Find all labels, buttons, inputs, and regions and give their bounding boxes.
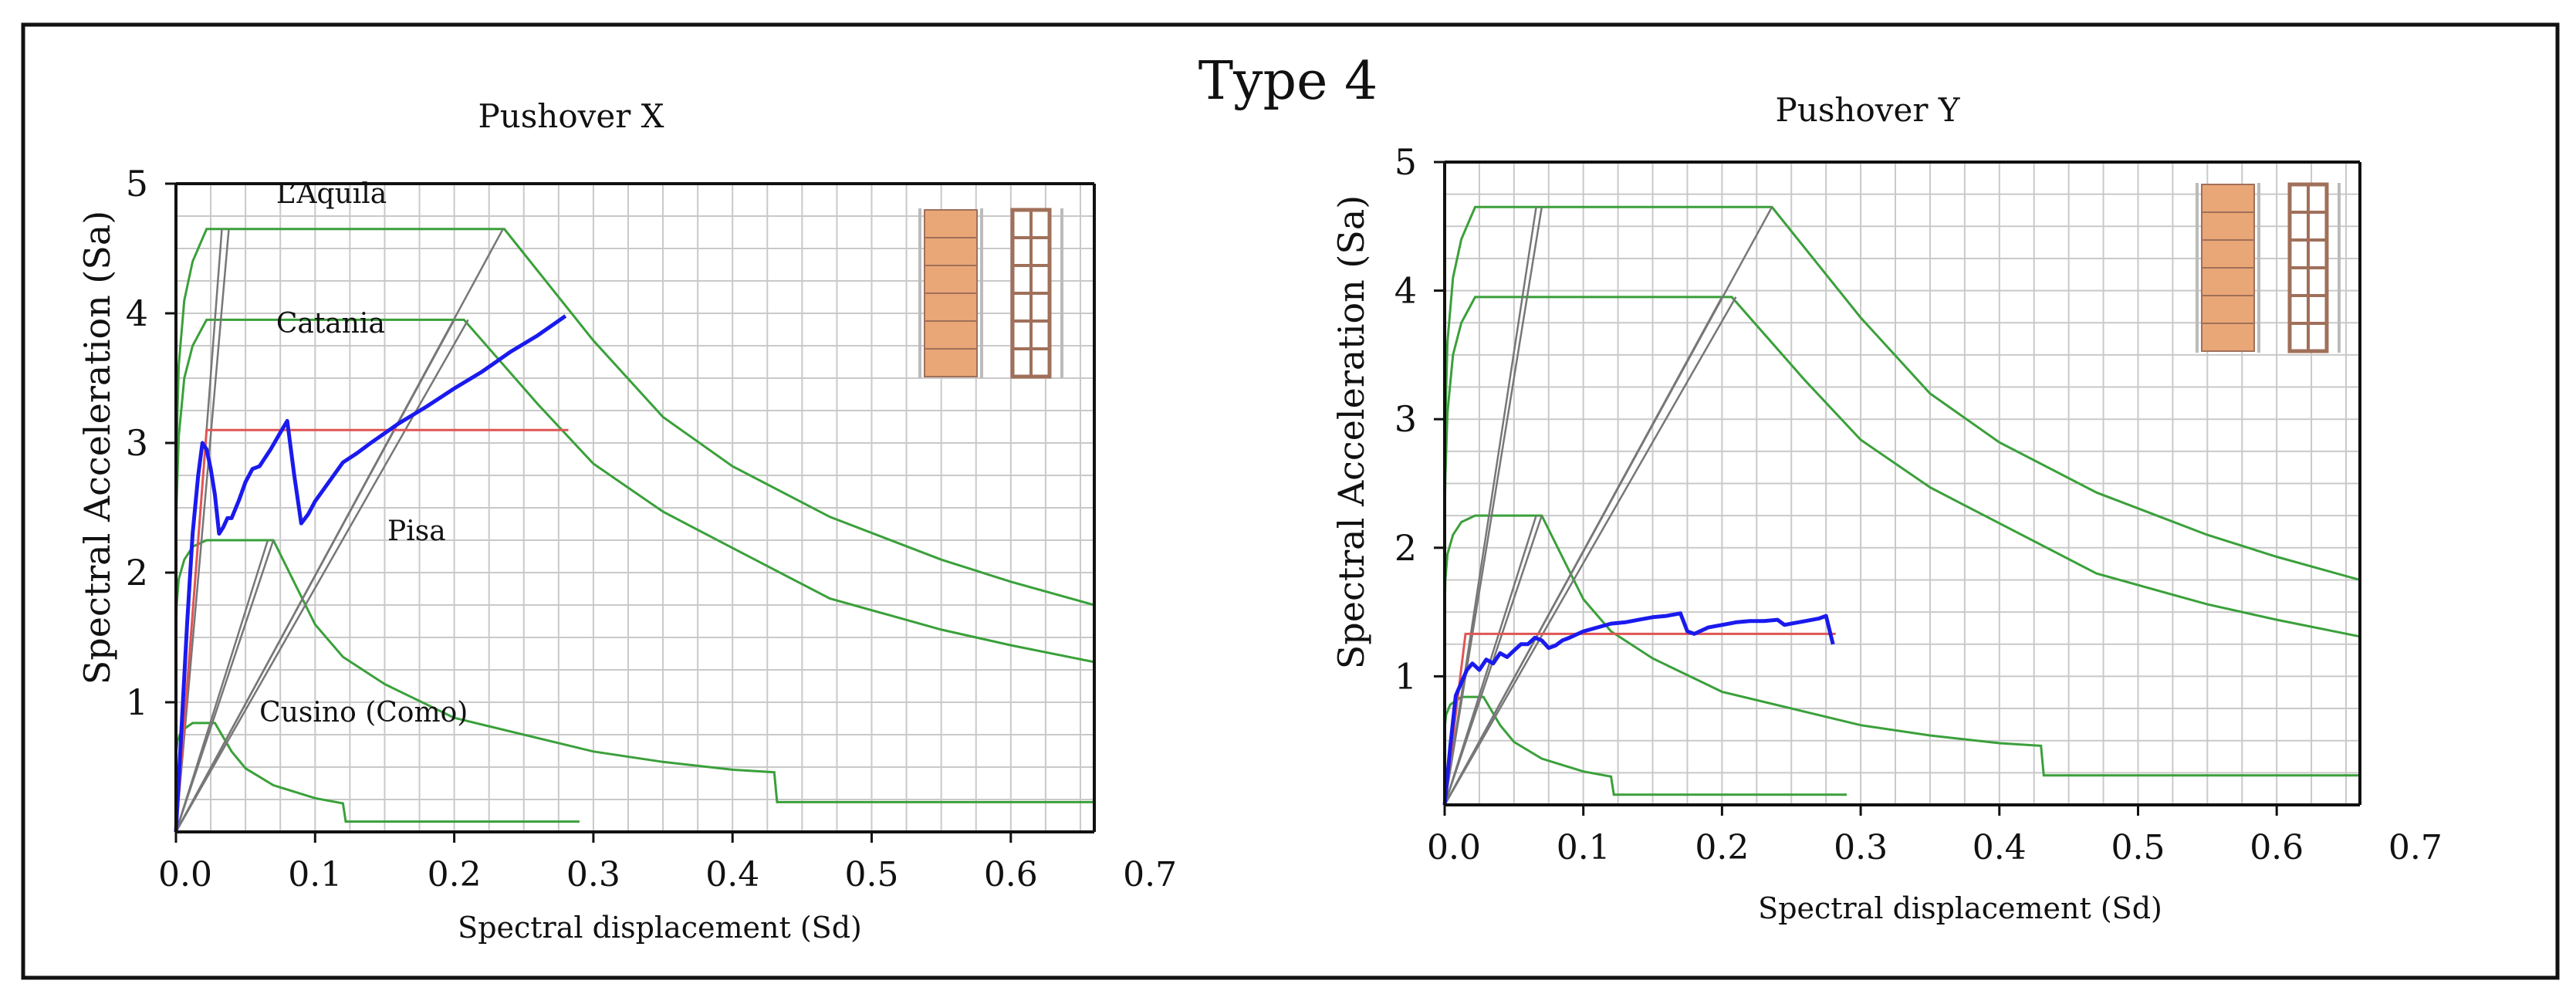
- masonry-wall-icon: [918, 208, 1063, 379]
- annotation-label: Pisa: [387, 516, 446, 547]
- demand-line: [174, 319, 469, 833]
- series-layer: [174, 228, 1095, 833]
- x-tick-label: 0.3: [566, 855, 620, 894]
- annotations: L’Aquila Catania Pisa Cusino (Como): [259, 178, 468, 728]
- x-tick-label: 0.0: [158, 855, 212, 894]
- figure-frame: [21, 22, 2560, 980]
- y-tick-label: 2: [126, 552, 148, 593]
- x-tick-label: 0.4: [1973, 828, 2027, 867]
- x-axis-label: Spectral displacement (Sd): [1758, 891, 2162, 925]
- series-layer: [1442, 205, 2361, 806]
- x-axis-label: Spectral displacement (Sd): [458, 911, 862, 945]
- y-tick-label: 4: [1394, 270, 1417, 312]
- tick-labels: 0.0 0.1 0.2 0.3 0.4 0.5 0.6 0.7 1 2 3 4 5: [126, 163, 1177, 894]
- demand-line: [1443, 206, 1773, 806]
- pushover-curve: [1442, 611, 1835, 806]
- x-tick-label: 0.7: [1123, 855, 1177, 894]
- y-tick-label: 4: [126, 292, 148, 334]
- y-tick-label: 3: [1394, 398, 1417, 440]
- x-tick-label: 0.6: [2250, 828, 2304, 867]
- tick-labels: 0.0 0.1 0.2 0.3 0.4 0.5 0.6 0.7 1 2 3 4 5: [1394, 141, 2442, 867]
- masonry-wall-icon: [2196, 182, 2341, 353]
- chart-title: Pushover Y: [1776, 91, 1961, 129]
- figure-title: Type 4: [1198, 51, 1378, 112]
- x-tick-label: 0.4: [705, 855, 759, 894]
- demand-line: [174, 539, 275, 833]
- annotation-label: L’Aquila: [276, 178, 387, 210]
- bilinear-curve: [1443, 632, 1836, 806]
- y-tick-label: 5: [126, 163, 148, 205]
- pushover-curve: [174, 314, 567, 833]
- x-tick-label: 0.1: [288, 855, 342, 894]
- y-tick-label: 2: [1394, 527, 1417, 569]
- annotation-label: Cusino (Como): [259, 697, 468, 728]
- spectrum-curve: [174, 539, 1094, 803]
- y-tick-label: 3: [126, 422, 148, 464]
- x-tick-label: 0.1: [1557, 828, 1611, 867]
- y-axis-label: Spectral Acceleration (Sa): [1330, 195, 1372, 669]
- axes: [1434, 161, 2361, 816]
- y-tick-label: 1: [126, 681, 148, 723]
- x-tick-label: 0.6: [984, 855, 1038, 894]
- spectrum-curve: [174, 722, 580, 823]
- x-tick-label: 0.2: [1695, 828, 1749, 867]
- demand-line: [1443, 207, 1543, 806]
- pushover-x-chart: Pushover X 0.0 0.1 0.2 0.3 0.4 0.5 0.6 0.7 1 2 3 4 5…: [76, 97, 1177, 945]
- spectrum-curve: [174, 228, 1095, 607]
- y-axis-label: Spectral Acceleration (Sa): [76, 211, 118, 685]
- chart-title: Pushover X: [478, 97, 664, 135]
- x-tick-label: 0.2: [428, 855, 482, 894]
- annotation-label: Catania: [276, 308, 385, 340]
- x-tick-label: 0.7: [2388, 828, 2442, 867]
- y-tick-label: 5: [1394, 141, 1417, 183]
- demand-line: [174, 228, 504, 833]
- spectrum-curve: [174, 318, 1095, 664]
- y-tick-label: 1: [1394, 655, 1417, 697]
- spectrum-curve: [1443, 695, 1847, 796]
- x-tick-label: 0.5: [845, 855, 899, 894]
- axes: [165, 182, 1096, 843]
- x-tick-label: 0.0: [1427, 828, 1481, 867]
- spectrum-curve: [1443, 205, 2361, 581]
- x-tick-label: 0.3: [1834, 828, 1888, 867]
- x-tick-label: 0.5: [2111, 828, 2165, 867]
- spectrum-curve: [1443, 514, 2360, 777]
- demand-line: [1443, 296, 1737, 806]
- pushover-y-chart: Pushover Y 0.0 0.1 0.2 0.3 0.4 0.5 0.6 0.7 1 2 3 4 5…: [1330, 91, 2442, 925]
- bilinear-curve: [174, 428, 569, 833]
- spectrum-curve: [1443, 296, 2361, 638]
